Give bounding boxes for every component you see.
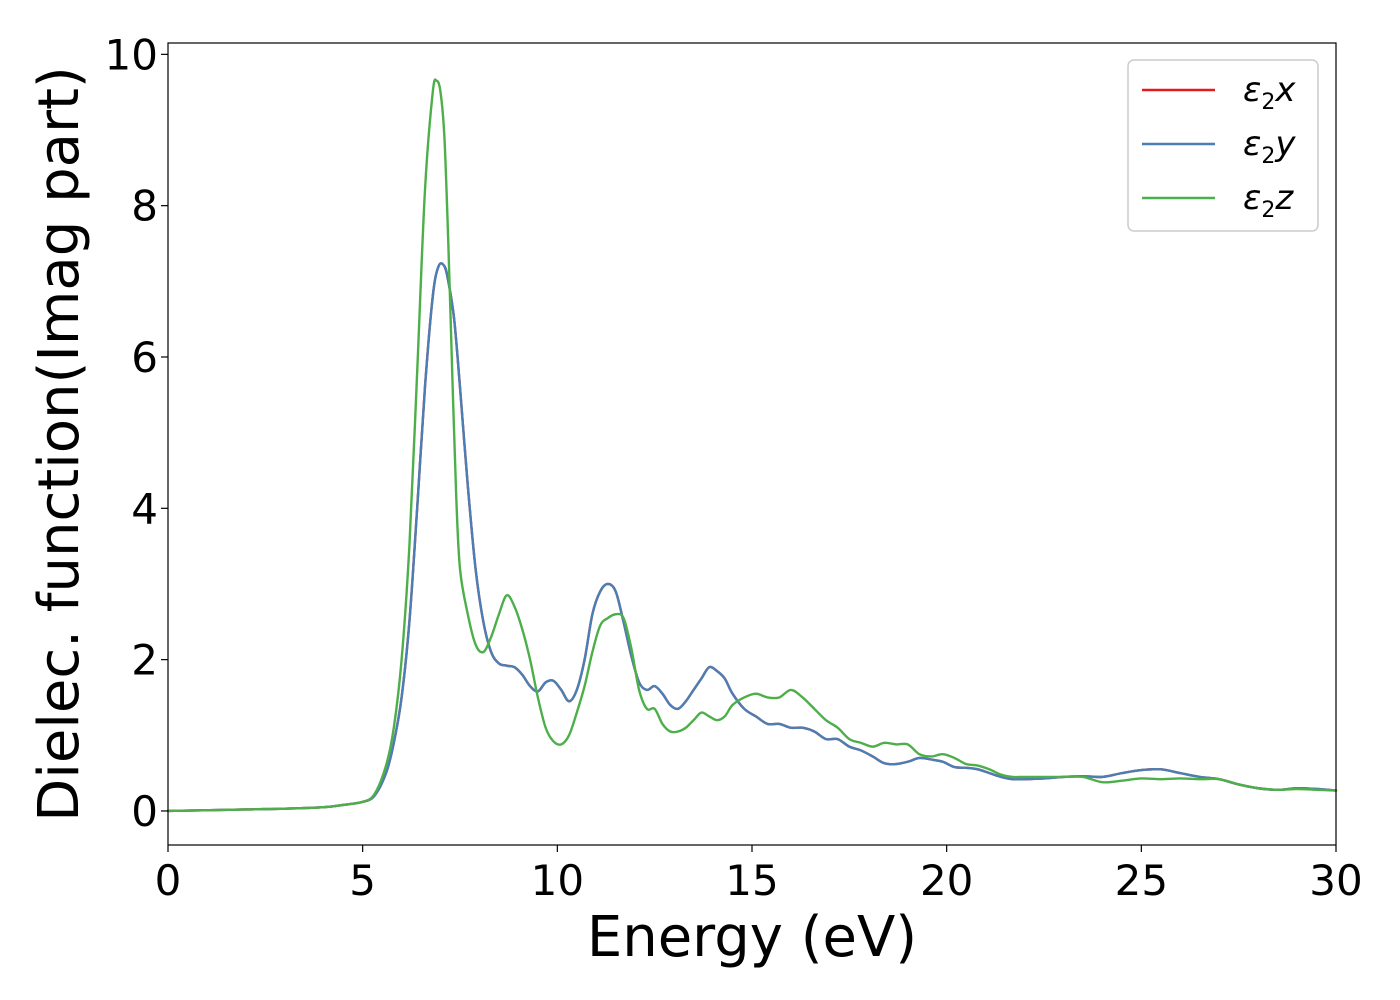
x-tick-label: 10: [531, 856, 584, 905]
legend-label-main: ε: [1243, 70, 1261, 110]
legend-label-sub: 2: [1261, 90, 1275, 115]
legend-label-tail: x: [1274, 70, 1296, 110]
legend-label-sub: 2: [1261, 198, 1275, 223]
y-tick-label: 8: [131, 182, 158, 231]
legend-label-tail: z: [1274, 178, 1294, 218]
legend-label-main: ε: [1243, 124, 1261, 164]
y-axis-ticks: 0 2 4 6 8 10: [105, 30, 168, 836]
legend-label-0: ε2x: [1243, 70, 1296, 115]
x-tick-label: 15: [725, 856, 778, 905]
series-layer: [166, 78, 1338, 813]
x-tick-label: 0: [155, 856, 182, 905]
x-tick-label: 20: [920, 856, 973, 905]
y-tick-label: 4: [131, 484, 158, 533]
x-tick-label: 25: [1115, 856, 1168, 905]
y-tick-label: 2: [131, 636, 158, 685]
legend-label-2: ε2z: [1243, 178, 1294, 223]
x-tick-label: 30: [1309, 856, 1362, 905]
legend-label-tail: y: [1274, 124, 1296, 164]
x-axis-ticks: 0 5 10 15 20 25 30: [155, 845, 1363, 905]
x-axis-title: Energy (eV): [587, 905, 917, 970]
legend-frame: [1127, 59, 1319, 232]
y-axis-title: Dielec. function(Imag part): [27, 66, 92, 822]
y-tick-label: 6: [131, 333, 158, 382]
legend-label-main: ε: [1243, 178, 1261, 218]
legend-label-sub: 2: [1261, 144, 1275, 169]
series-line-1: [166, 262, 1338, 813]
y-tick-label: 0: [131, 787, 158, 836]
series-line-2: [166, 78, 1338, 813]
x-tick-label: 5: [349, 856, 376, 905]
y-tick-label: 10: [105, 30, 158, 79]
legend-label-1: ε2y: [1243, 124, 1296, 169]
